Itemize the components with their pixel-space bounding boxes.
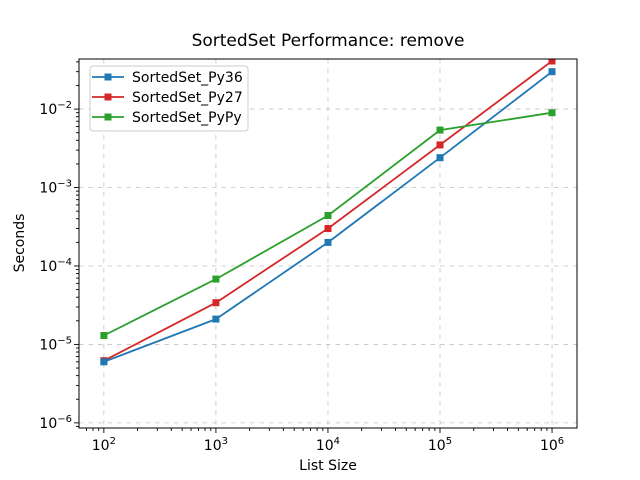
legend-item-SortedSet_Py36: SortedSet_Py36	[92, 70, 243, 86]
x-tick-label: 103	[204, 436, 228, 454]
data-point-marker	[212, 315, 220, 323]
legend-label: SortedSet_PyPy	[132, 110, 242, 126]
data-point-marker	[324, 238, 332, 246]
data-point-marker	[548, 68, 556, 76]
x-tick-label: 105	[428, 436, 452, 454]
data-point-marker	[436, 126, 444, 134]
y-axis-label: Seconds	[12, 214, 28, 273]
data-point-marker	[324, 225, 332, 232]
legend-label: SortedSet_Py27	[132, 90, 243, 106]
legend-frame	[89, 65, 249, 132]
chart-root: 102 103 104 105 106 10−2 10−3 10−4 10−5 10−6 Sorte…	[39, 58, 578, 454]
legend-marker-sample	[104, 113, 112, 121]
data-point-marker	[324, 212, 332, 219]
legend-marker-sample	[104, 93, 112, 101]
data-point-marker	[436, 154, 444, 162]
y-tick-label: 10−4	[39, 257, 72, 275]
y-tick-labels: 10−2 10−3 10−4 10−5 10−6	[39, 100, 72, 432]
series-SortedSet_PyPy	[100, 109, 556, 339]
data-point-marker	[212, 299, 220, 307]
data-point-marker	[436, 141, 444, 149]
x-tick-label: 102	[92, 436, 116, 454]
x-tick-labels: 102 103 104 105 106	[92, 436, 564, 454]
series-SortedSet_Py36	[100, 68, 556, 366]
y-tick-label: 10−3	[39, 179, 72, 197]
legend-item-SortedSet_PyPy: SortedSet_PyPy	[92, 110, 242, 126]
series-layer	[100, 59, 556, 366]
data-point-marker	[212, 275, 220, 283]
data-point-marker	[100, 332, 108, 339]
data-point-marker	[548, 109, 556, 117]
y-tick-label: 10−6	[39, 414, 72, 432]
data-point-marker	[548, 59, 556, 65]
y-tick-label: 10−5	[39, 335, 72, 353]
axes-spines	[78, 58, 578, 429]
legend-label: SortedSet_Py36	[132, 70, 243, 86]
legend-item-SortedSet_Py27: SortedSet_Py27	[92, 90, 243, 106]
x-tick-label: 106	[540, 436, 564, 454]
legend: SortedSet_Py36 SortedSet_Py27 SortedSet_Py…	[89, 65, 249, 132]
x-axis-label: List Size	[299, 458, 357, 474]
legend-marker-sample	[104, 73, 112, 81]
data-point-marker	[100, 358, 108, 366]
x-tick-label: 104	[316, 436, 340, 454]
y-tick-label: 10−2	[39, 100, 72, 118]
chart-title: SortedSet Performance: remove	[192, 31, 465, 51]
